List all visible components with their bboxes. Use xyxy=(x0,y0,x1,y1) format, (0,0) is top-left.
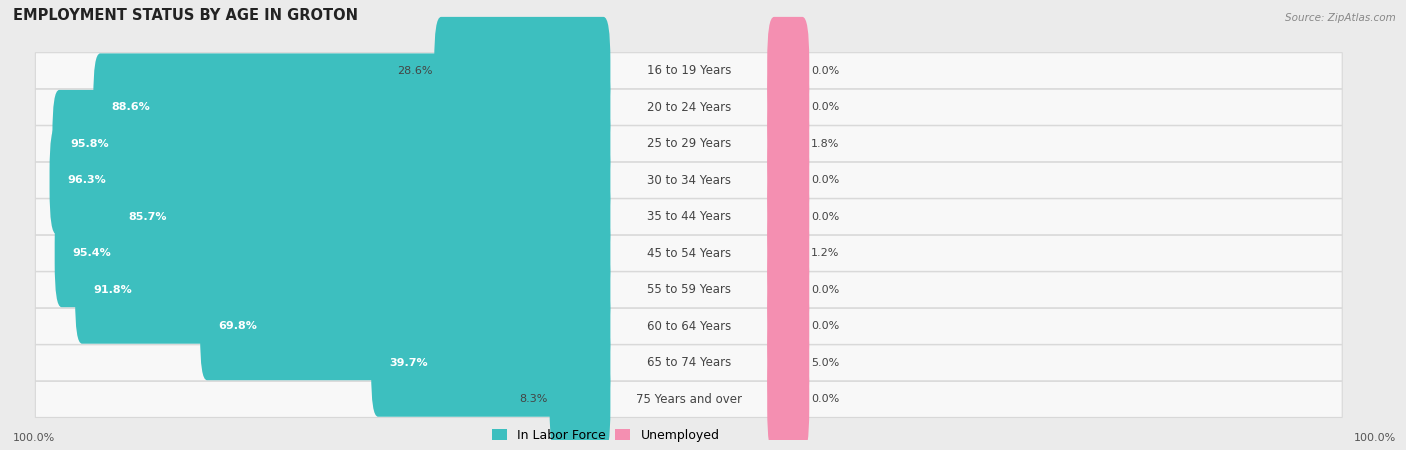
Text: 0.0%: 0.0% xyxy=(811,66,839,76)
Text: 95.8%: 95.8% xyxy=(70,139,110,149)
Text: 1.8%: 1.8% xyxy=(811,139,839,149)
FancyBboxPatch shape xyxy=(110,163,610,270)
FancyBboxPatch shape xyxy=(35,126,1343,162)
Text: 91.8%: 91.8% xyxy=(93,285,132,295)
FancyBboxPatch shape xyxy=(55,199,610,307)
Text: 25 to 29 Years: 25 to 29 Years xyxy=(647,137,731,150)
Text: 0.0%: 0.0% xyxy=(811,212,839,222)
FancyBboxPatch shape xyxy=(35,162,1343,198)
Text: 95.4%: 95.4% xyxy=(73,248,111,258)
FancyBboxPatch shape xyxy=(768,90,810,198)
Text: 96.3%: 96.3% xyxy=(67,176,107,185)
Text: 39.7%: 39.7% xyxy=(389,358,427,368)
Text: 16 to 19 Years: 16 to 19 Years xyxy=(647,64,731,77)
FancyBboxPatch shape xyxy=(49,126,610,234)
FancyBboxPatch shape xyxy=(768,346,810,450)
Text: 8.3%: 8.3% xyxy=(519,394,548,405)
FancyBboxPatch shape xyxy=(35,381,1343,418)
FancyBboxPatch shape xyxy=(35,235,1343,271)
Legend: In Labor Force, Unemployed: In Labor Force, Unemployed xyxy=(492,429,720,442)
FancyBboxPatch shape xyxy=(434,17,610,125)
FancyBboxPatch shape xyxy=(550,346,610,450)
Text: Source: ZipAtlas.com: Source: ZipAtlas.com xyxy=(1285,13,1396,23)
FancyBboxPatch shape xyxy=(768,163,810,270)
FancyBboxPatch shape xyxy=(768,199,810,307)
Text: 0.0%: 0.0% xyxy=(811,394,839,405)
FancyBboxPatch shape xyxy=(35,53,1343,89)
FancyBboxPatch shape xyxy=(35,199,1343,235)
Text: EMPLOYMENT STATUS BY AGE IN GROTON: EMPLOYMENT STATUS BY AGE IN GROTON xyxy=(13,8,357,23)
FancyBboxPatch shape xyxy=(35,272,1343,308)
Text: 55 to 59 Years: 55 to 59 Years xyxy=(647,284,731,297)
FancyBboxPatch shape xyxy=(768,309,810,417)
FancyBboxPatch shape xyxy=(768,17,810,125)
Text: 30 to 34 Years: 30 to 34 Years xyxy=(647,174,731,187)
FancyBboxPatch shape xyxy=(371,309,610,417)
FancyBboxPatch shape xyxy=(35,89,1343,126)
FancyBboxPatch shape xyxy=(200,273,610,380)
FancyBboxPatch shape xyxy=(93,54,610,161)
Text: 88.6%: 88.6% xyxy=(111,102,150,112)
Text: 100.0%: 100.0% xyxy=(1354,433,1396,443)
FancyBboxPatch shape xyxy=(35,308,1343,344)
Text: 75 Years and over: 75 Years and over xyxy=(636,393,742,406)
FancyBboxPatch shape xyxy=(768,126,810,234)
Text: 0.0%: 0.0% xyxy=(811,285,839,295)
FancyBboxPatch shape xyxy=(768,273,810,380)
Text: 60 to 64 Years: 60 to 64 Years xyxy=(647,320,731,333)
Text: 5.0%: 5.0% xyxy=(811,358,839,368)
Text: 0.0%: 0.0% xyxy=(811,102,839,112)
Text: 45 to 54 Years: 45 to 54 Years xyxy=(647,247,731,260)
FancyBboxPatch shape xyxy=(768,236,810,344)
FancyBboxPatch shape xyxy=(768,54,810,161)
Text: 69.8%: 69.8% xyxy=(218,321,257,331)
Text: 28.6%: 28.6% xyxy=(396,66,433,76)
FancyBboxPatch shape xyxy=(35,345,1343,381)
Text: 100.0%: 100.0% xyxy=(13,433,55,443)
Text: 35 to 44 Years: 35 to 44 Years xyxy=(647,210,731,223)
FancyBboxPatch shape xyxy=(52,90,610,198)
Text: 20 to 24 Years: 20 to 24 Years xyxy=(647,101,731,114)
Text: 1.2%: 1.2% xyxy=(811,248,839,258)
Text: 0.0%: 0.0% xyxy=(811,321,839,331)
FancyBboxPatch shape xyxy=(75,236,610,344)
Text: 85.7%: 85.7% xyxy=(128,212,166,222)
Text: 65 to 74 Years: 65 to 74 Years xyxy=(647,356,731,369)
Text: 0.0%: 0.0% xyxy=(811,176,839,185)
